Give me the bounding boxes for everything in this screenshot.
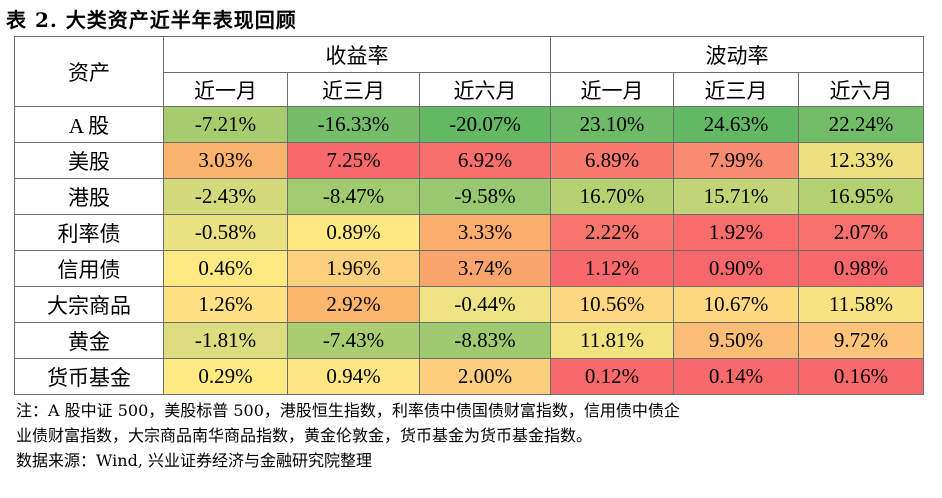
period-header: 近六月	[419, 72, 551, 107]
volatility-value-cell: 24.63%	[673, 106, 799, 143]
period-header: 近六月	[798, 72, 924, 107]
asset-name-cell: 黄金	[14, 322, 164, 359]
table-row: 美股 3.03% 7.25% 6.92% 6.89% 7.99% 12.33%	[14, 142, 924, 179]
volatility-value-cell: 7.99%	[673, 142, 799, 179]
asset-name-cell: A 股	[14, 106, 164, 143]
table-body: A 股 -7.21% -16.33% -20.07% 23.10% 24.63% 22.24…	[14, 106, 924, 395]
volatility-value-cell: 9.50%	[673, 322, 799, 359]
table-row: 黄金 -1.81% -7.43% -8.83% 11.81% 9.50% 9.72%	[14, 322, 924, 359]
return-value-cell: 3.74%	[419, 250, 551, 287]
volatility-group-header: 波动率	[550, 36, 924, 73]
asset-name-cell: 大宗商品	[14, 286, 164, 323]
notes-section: 注：A 股中证 500，美股标普 500，港股恒生指数，利率债中债国债财富指数，…	[16, 398, 936, 473]
table-row: 货币基金 0.29% 0.94% 2.00% 0.12% 0.14% 0.16%	[14, 358, 924, 395]
volatility-value-cell: 15.71%	[673, 178, 799, 215]
table-row: 港股 -2.43% -8.47% -9.58% 16.70% 15.71% 16.95%	[14, 178, 924, 215]
return-value-cell: -1.81%	[163, 322, 288, 359]
volatility-value-cell: 11.81%	[550, 322, 674, 359]
return-value-cell: -8.47%	[287, 178, 420, 215]
volatility-value-cell: 10.56%	[550, 286, 674, 323]
return-value-cell: 0.89%	[287, 214, 420, 251]
volatility-value-cell: 16.70%	[550, 178, 674, 215]
data-source: 数据来源：Wind, 兴业证券经济与金融研究院整理	[16, 451, 373, 470]
return-value-cell: -9.58%	[419, 178, 551, 215]
period-header: 近一月	[163, 72, 288, 107]
volatility-value-cell: 22.24%	[798, 106, 924, 143]
volatility-value-cell: 9.72%	[798, 322, 924, 359]
return-value-cell: 7.25%	[287, 142, 420, 179]
asset-name-cell: 港股	[14, 178, 164, 215]
return-value-cell: 3.03%	[163, 142, 288, 179]
volatility-value-cell: 0.98%	[798, 250, 924, 287]
table-row: 利率债 -0.58% 0.89% 3.33% 2.22% 1.92% 2.07%	[14, 214, 924, 251]
return-value-cell: -7.43%	[287, 322, 420, 359]
volatility-value-cell: 0.90%	[673, 250, 799, 287]
table-row: 信用债 0.46% 1.96% 3.74% 1.12% 0.90% 0.98%	[14, 250, 924, 287]
return-value-cell: -7.21%	[163, 106, 288, 143]
return-value-cell: 0.46%	[163, 250, 288, 287]
asset-column-header: 资产	[14, 36, 164, 107]
volatility-value-cell: 2.07%	[798, 214, 924, 251]
return-value-cell: 0.29%	[163, 358, 288, 395]
volatility-value-cell: 16.95%	[798, 178, 924, 215]
return-value-cell: -20.07%	[419, 106, 551, 143]
return-value-cell: -0.58%	[163, 214, 288, 251]
volatility-value-cell: 0.16%	[798, 358, 924, 395]
asset-performance-table: 资产 收益率 波动率 近一月 近三月 近六月 近一月 近三月 近六月 A 股 -7…	[14, 36, 924, 395]
volatility-value-cell: 10.67%	[673, 286, 799, 323]
return-value-cell: 0.94%	[287, 358, 420, 395]
return-value-cell: 2.92%	[287, 286, 420, 323]
volatility-value-cell: 1.92%	[673, 214, 799, 251]
return-value-cell: 6.92%	[419, 142, 551, 179]
volatility-value-cell: 0.14%	[673, 358, 799, 395]
return-value-cell: -2.43%	[163, 178, 288, 215]
note-line: 注：A 股中证 500，美股标普 500，港股恒生指数，利率债中债国债财富指数，…	[16, 401, 680, 420]
asset-name-cell: 美股	[14, 142, 164, 179]
volatility-value-cell: 23.10%	[550, 106, 674, 143]
return-group-header: 收益率	[163, 36, 551, 73]
return-value-cell: 1.26%	[163, 286, 288, 323]
volatility-value-cell: 2.22%	[550, 214, 674, 251]
period-header: 近三月	[287, 72, 420, 107]
asset-name-cell: 利率债	[14, 214, 164, 251]
asset-name-cell: 货币基金	[14, 358, 164, 395]
table-row: A 股 -7.21% -16.33% -20.07% 23.10% 24.63% 22.24…	[14, 106, 924, 143]
table-row: 大宗商品 1.26% 2.92% -0.44% 10.56% 10.67% 11.58%	[14, 286, 924, 323]
return-value-cell: -0.44%	[419, 286, 551, 323]
note-line: 业债财富指数，大宗商品南华商品指数，黄金伦敦金，货币基金为货币基金指数。	[16, 426, 593, 445]
volatility-value-cell: 11.58%	[798, 286, 924, 323]
volatility-value-cell: 12.33%	[798, 142, 924, 179]
return-value-cell: -16.33%	[287, 106, 420, 143]
volatility-value-cell: 6.89%	[550, 142, 674, 179]
return-value-cell: 2.00%	[419, 358, 551, 395]
period-header: 近三月	[673, 72, 799, 107]
asset-name-cell: 信用债	[14, 250, 164, 287]
volatility-value-cell: 0.12%	[550, 358, 674, 395]
return-value-cell: -8.83%	[419, 322, 551, 359]
volatility-value-cell: 1.12%	[550, 250, 674, 287]
return-value-cell: 3.33%	[419, 214, 551, 251]
table-title: 表 2. 大类资产近半年表现回顾	[6, 8, 297, 32]
return-value-cell: 1.96%	[287, 250, 420, 287]
period-header: 近一月	[550, 72, 674, 107]
